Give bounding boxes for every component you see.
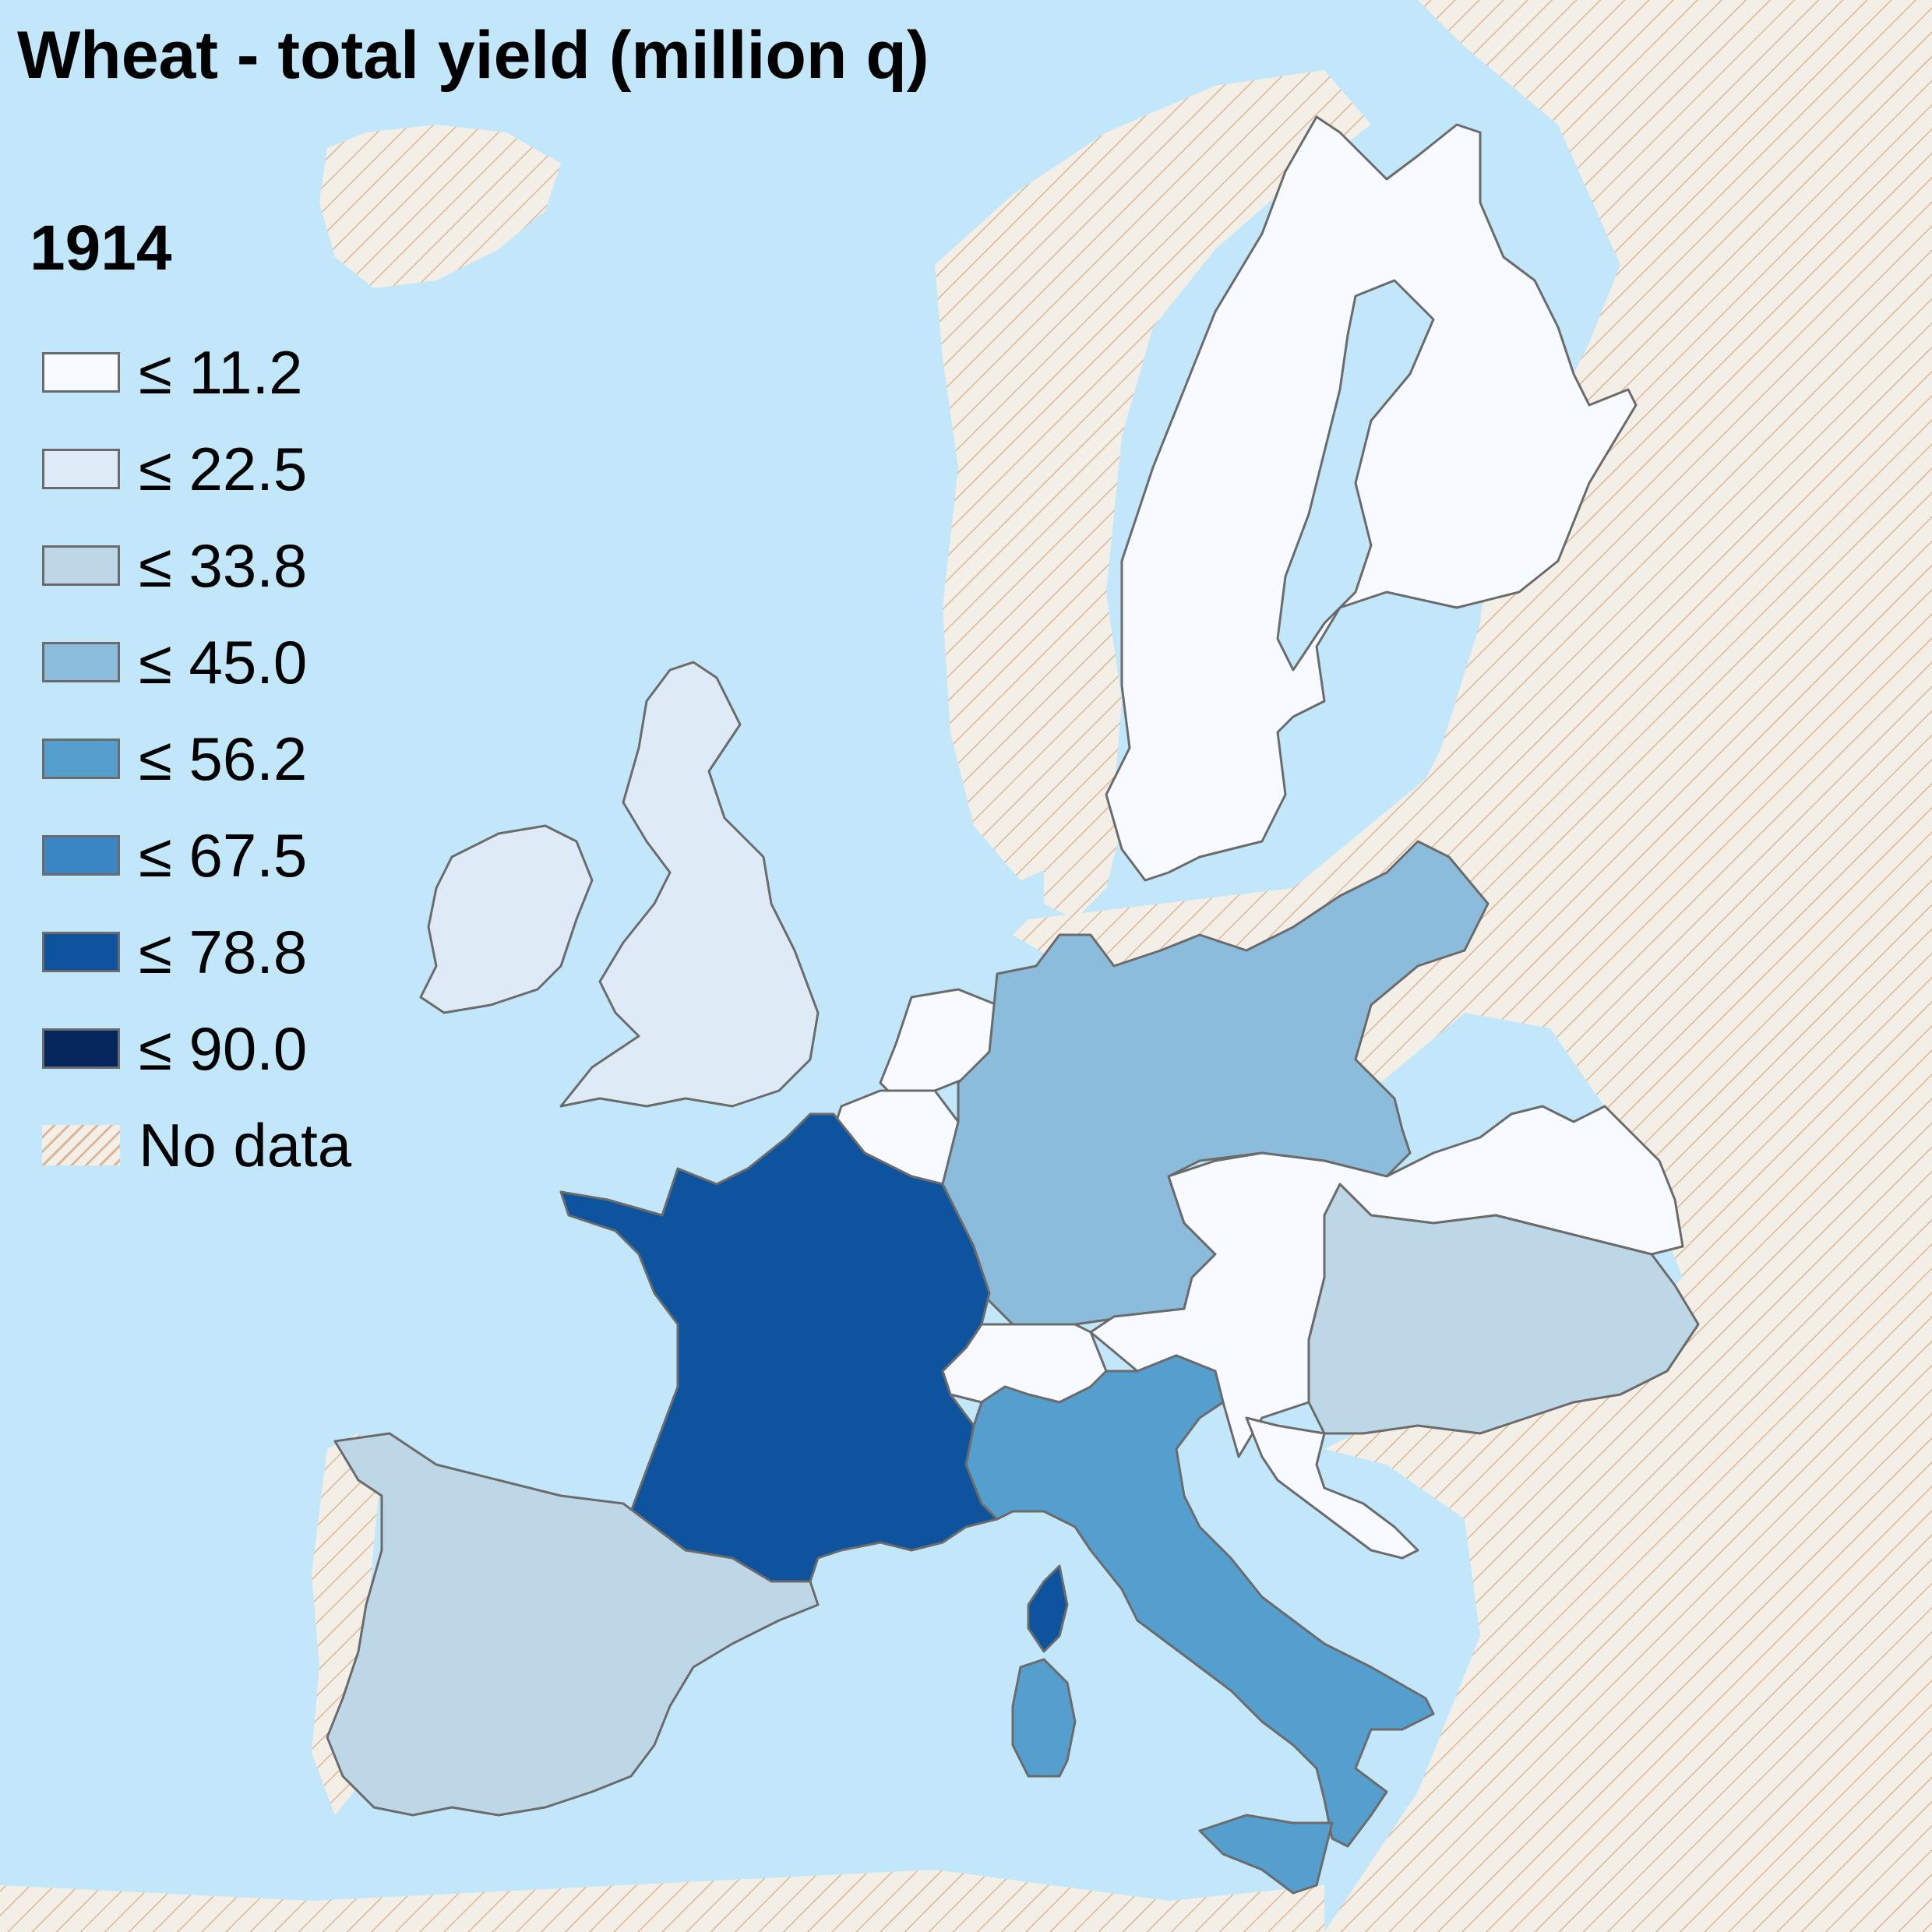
region-sicily[interactable] bbox=[1198, 1814, 1334, 1895]
countries bbox=[326, 115, 1700, 1895]
legend-label: ≤ 78.8 bbox=[139, 917, 308, 986]
legend-swatch bbox=[42, 352, 120, 393]
legend-swatch bbox=[42, 932, 120, 972]
legend-swatch bbox=[42, 449, 120, 489]
north-africa-shape bbox=[0, 1870, 1324, 1932]
legend-item-no-data: No data bbox=[42, 1097, 351, 1193]
legend-item: ≤ 90.0 bbox=[42, 1000, 351, 1097]
legend-item: ≤ 56.2 bbox=[42, 710, 351, 807]
legend-swatch bbox=[42, 545, 120, 586]
legend-label: ≤ 56.2 bbox=[139, 724, 308, 793]
legend-label: ≤ 67.5 bbox=[139, 820, 308, 890]
norway-shape bbox=[935, 70, 1371, 880]
legend-swatch bbox=[42, 739, 120, 779]
legend-swatch bbox=[42, 835, 120, 876]
legend-item: ≤ 45.0 bbox=[42, 614, 351, 710]
legend-label: ≤ 90.0 bbox=[139, 1014, 308, 1083]
region-spain[interactable] bbox=[326, 1432, 820, 1817]
legend-label: ≤ 45.0 bbox=[139, 627, 308, 696]
region-netherlands[interactable] bbox=[879, 988, 999, 1100]
region-italy[interactable] bbox=[964, 1354, 1435, 1848]
legend-item: ≤ 22.5 bbox=[42, 421, 351, 517]
legend-item: ≤ 67.5 bbox=[42, 807, 351, 904]
region-croatia-dalmatia[interactable] bbox=[1245, 1416, 1419, 1560]
iceland-shape bbox=[319, 125, 561, 288]
denmark-shape bbox=[1044, 763, 1122, 919]
portugal-shape bbox=[312, 1433, 382, 1815]
legend-swatch-no-data bbox=[42, 1125, 120, 1165]
map-title: Wheat - total yield (million q) bbox=[17, 18, 929, 93]
region-united-kingdom-ireland[interactable] bbox=[559, 661, 820, 1108]
legend-item: ≤ 11.2 bbox=[42, 324, 351, 421]
gulf-of-bothnia-cut bbox=[1276, 279, 1435, 672]
legend-label: ≤ 22.5 bbox=[139, 434, 308, 503]
region-hungary[interactable] bbox=[1307, 1183, 1700, 1435]
russia-east-shape bbox=[1013, 0, 1932, 1932]
legend-label: ≤ 11.2 bbox=[139, 337, 303, 407]
legend-label: No data bbox=[139, 1110, 352, 1179]
legend: ≤ 11.2 ≤ 22.5 ≤ 33.8 ≤ 45.0 ≤ 56.2 ≤ 67.… bbox=[42, 324, 351, 1193]
year-label: 1914 bbox=[30, 213, 172, 284]
legend-swatch bbox=[42, 642, 120, 682]
legend-item: ≤ 78.8 bbox=[42, 904, 351, 1000]
ireland-shape[interactable] bbox=[419, 824, 594, 1014]
region-corsica[interactable] bbox=[1027, 1564, 1069, 1653]
region-sardinia[interactable] bbox=[1011, 1658, 1077, 1778]
legend-item: ≤ 33.8 bbox=[42, 517, 351, 614]
legend-label: ≤ 33.8 bbox=[139, 531, 308, 600]
legend-swatch bbox=[42, 1028, 120, 1069]
